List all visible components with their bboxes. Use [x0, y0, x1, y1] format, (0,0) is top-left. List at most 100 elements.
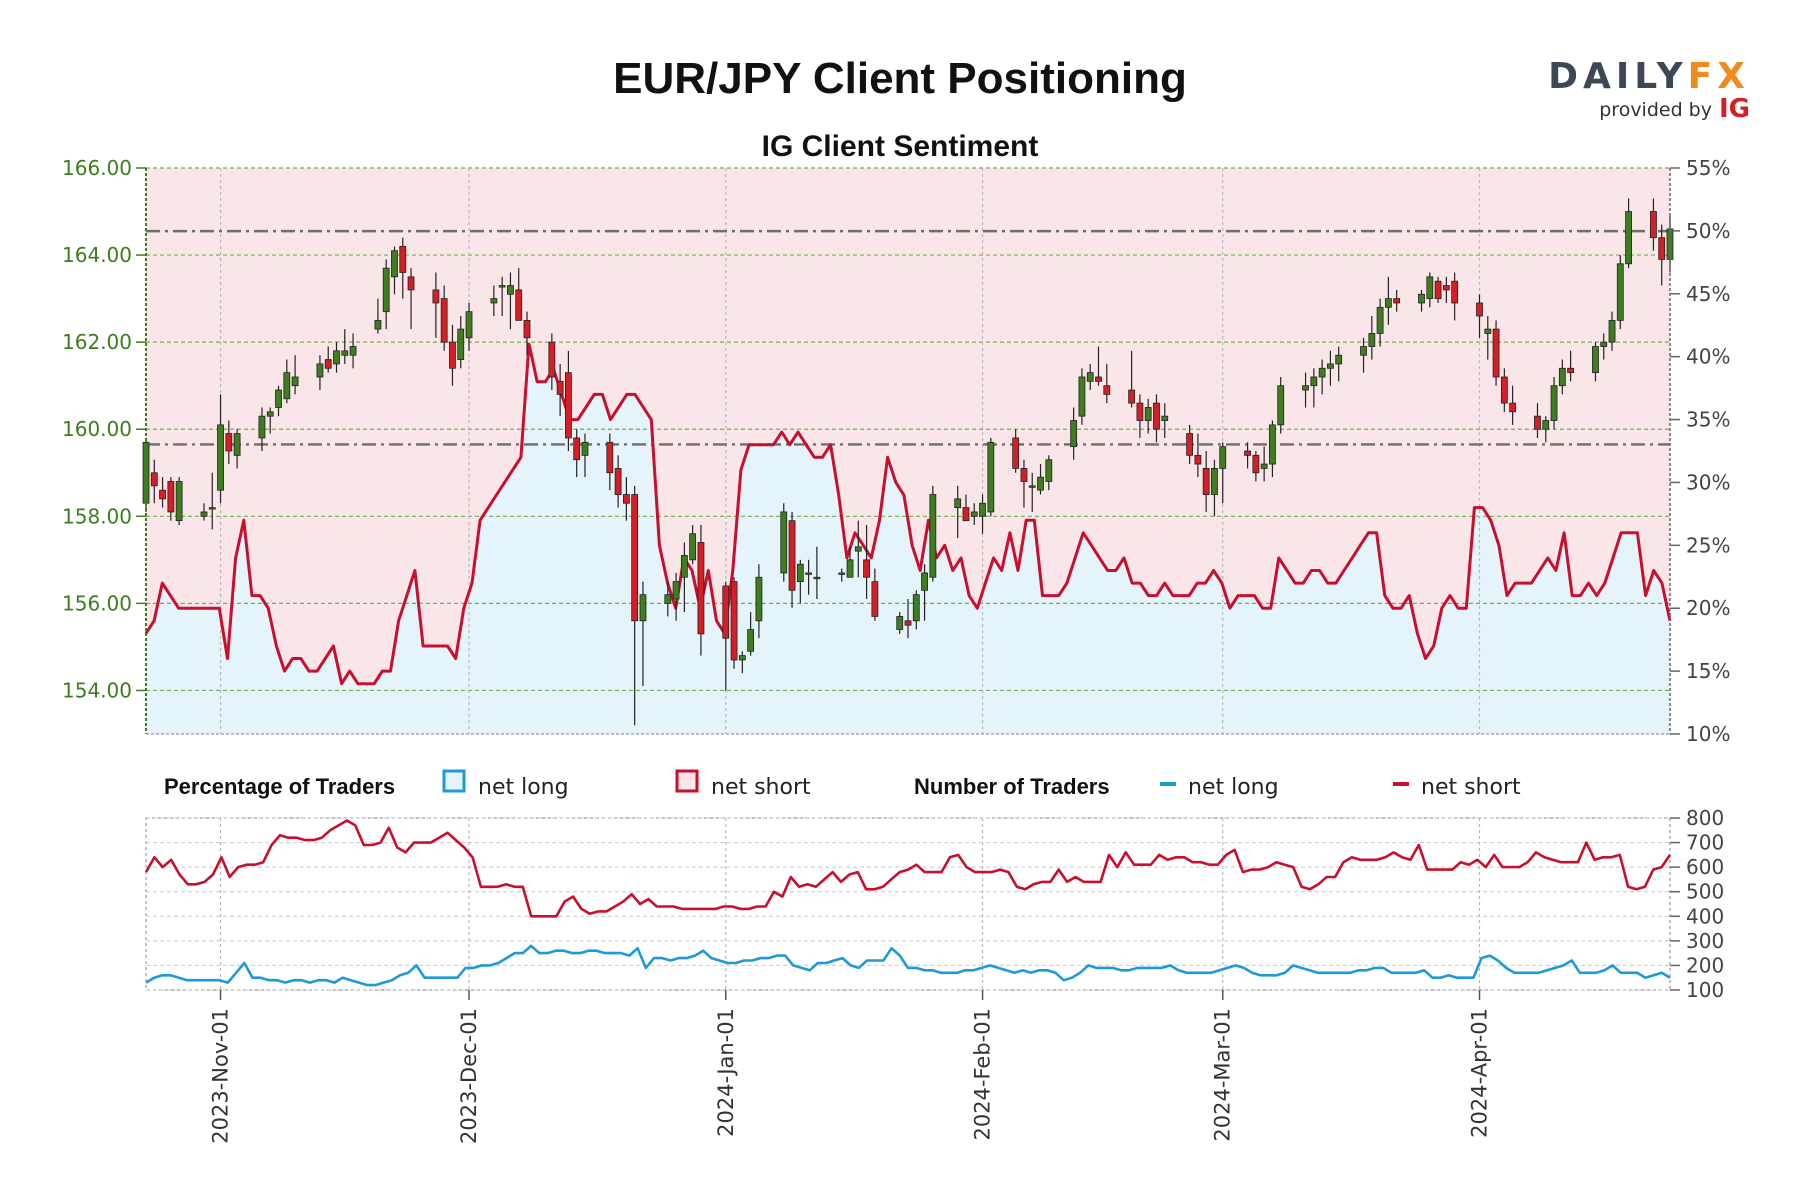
- left-tick-label: 164.00: [62, 243, 132, 267]
- legend-pct-net-short: net short: [711, 775, 811, 800]
- candle-body: [1442, 285, 1450, 291]
- candle: [1608, 311, 1616, 351]
- candle-body: [1070, 420, 1078, 448]
- candle-body: [970, 511, 978, 517]
- candle: [275, 385, 282, 417]
- right-tick-label: 35%: [1686, 408, 1730, 432]
- candle: [1418, 289, 1425, 312]
- candle-body: [490, 298, 498, 304]
- candle-body: [548, 341, 556, 378]
- candle-body: [283, 372, 291, 400]
- candle: [904, 599, 912, 639]
- logo-brand: DAILYFX: [1548, 56, 1750, 97]
- candle: [523, 311, 531, 356]
- candle: [217, 394, 224, 504]
- candle: [465, 302, 473, 351]
- candle: [556, 363, 564, 417]
- candle: [490, 285, 498, 317]
- candle-body: [1327, 363, 1334, 369]
- legend-net-short-swatch: [675, 769, 699, 793]
- candle: [225, 420, 233, 465]
- candle-body: [432, 289, 440, 304]
- candle: [871, 568, 879, 621]
- candle: [838, 568, 846, 582]
- candle-body: [813, 576, 821, 580]
- candle: [1086, 363, 1094, 391]
- candle-body: [316, 363, 324, 378]
- candle: [258, 407, 266, 451]
- candle: [863, 525, 870, 600]
- candle-body: [1260, 463, 1268, 469]
- candle-body: [697, 542, 705, 635]
- candle-body: [407, 276, 415, 291]
- chart-subtitle: IG Client Sentiment: [762, 130, 1039, 163]
- candle: [382, 259, 390, 330]
- candle-body: [1211, 468, 1218, 495]
- dailyfx-logo: DAILYFX provided by IG: [1548, 56, 1750, 124]
- net-long-count-line: [145, 944, 1671, 987]
- candle: [1476, 294, 1483, 338]
- lower-tick-label: 200: [1686, 953, 1724, 977]
- candle-body: [1078, 376, 1086, 417]
- candle-body: [1037, 476, 1044, 491]
- candle-body: [1500, 376, 1508, 404]
- candle: [515, 268, 523, 321]
- candle-body: [962, 507, 970, 522]
- candle-body: [150, 472, 158, 487]
- candle-body: [738, 655, 746, 661]
- candle-body: [747, 629, 755, 652]
- candle-body: [1534, 415, 1541, 430]
- candle-body: [1484, 328, 1492, 334]
- candle: [1600, 333, 1608, 360]
- candle-body: [507, 285, 514, 295]
- right-tick-label: 20%: [1686, 596, 1730, 620]
- date-tick-label: 2024-Mar-01: [1211, 1008, 1235, 1142]
- candle: [631, 485, 639, 726]
- candle: [1136, 394, 1144, 438]
- candle: [1442, 276, 1450, 303]
- candle-body: [457, 328, 465, 360]
- candle: [291, 355, 299, 395]
- candle-body: [871, 581, 879, 617]
- candle-body: [1616, 263, 1624, 321]
- logo-ig: IG: [1719, 94, 1750, 124]
- candle: [175, 477, 183, 526]
- candle: [1360, 337, 1367, 373]
- candle: [341, 329, 349, 364]
- candle-body: [1219, 446, 1227, 469]
- date-tick-label: 2024-Apr-01: [1468, 1008, 1492, 1138]
- candle: [1500, 368, 1508, 412]
- candle: [1318, 359, 1326, 395]
- candle-body: [1625, 211, 1632, 265]
- candle: [391, 246, 398, 295]
- candle-body: [838, 572, 846, 575]
- left-tick-label: 160.00: [62, 417, 132, 441]
- candle: [1534, 403, 1541, 438]
- candle-body: [581, 441, 589, 456]
- candle-body: [1650, 211, 1657, 239]
- candle: [507, 272, 514, 330]
- candle: [233, 429, 241, 469]
- candle-body: [382, 267, 390, 313]
- candle: [970, 503, 978, 526]
- lower-tick-label: 400: [1686, 904, 1724, 928]
- candle: [1625, 198, 1632, 269]
- legend-num-net-long: net long: [1188, 775, 1279, 800]
- candle: [1020, 459, 1028, 508]
- candle: [283, 359, 291, 404]
- candle-body: [672, 581, 680, 600]
- right-tick-label: 25%: [1686, 533, 1730, 557]
- date-tick-label: 2024-Jan-01: [714, 1008, 738, 1137]
- candle: [722, 581, 730, 691]
- candle: [449, 324, 456, 386]
- candle: [1484, 316, 1492, 360]
- candle: [755, 564, 763, 639]
- logo-provided-by: provided by: [1599, 99, 1712, 121]
- candle: [805, 559, 813, 595]
- candle-body: [1302, 385, 1309, 391]
- candle: [846, 546, 854, 578]
- candle-body: [1277, 385, 1285, 426]
- date-tick-label: 2023-Dec-01: [457, 1008, 481, 1144]
